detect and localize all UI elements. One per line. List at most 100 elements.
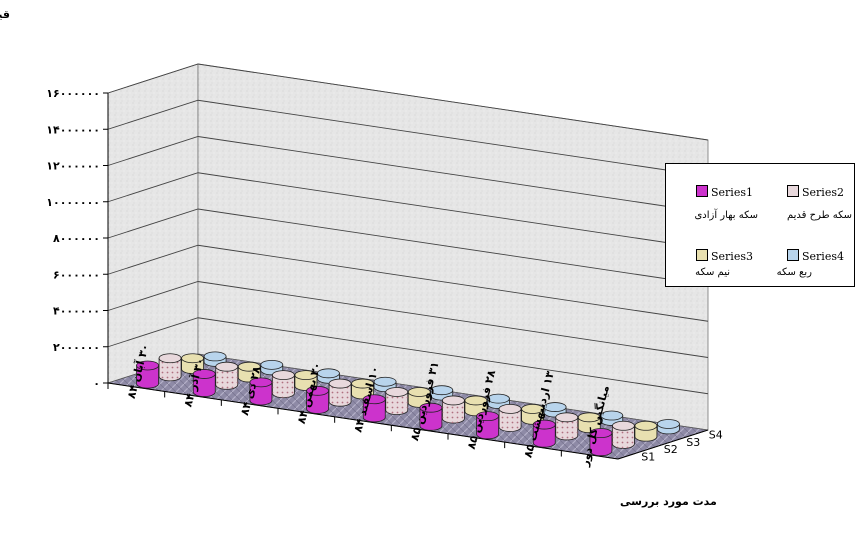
gridline xyxy=(107,136,709,213)
bar-top xyxy=(476,411,499,422)
y-tick-label: ۴۰۰۰۰۰۰ xyxy=(53,305,100,318)
bar-top xyxy=(192,369,216,379)
bar-top xyxy=(577,412,601,423)
bar-body xyxy=(589,432,613,457)
bar-top xyxy=(136,360,159,371)
bar-body xyxy=(192,373,216,397)
bar xyxy=(407,387,431,408)
bar-texture xyxy=(159,358,182,381)
bar xyxy=(464,395,488,417)
depth-tick-label: S4 xyxy=(709,429,723,442)
bar-top xyxy=(181,353,204,364)
bar-top xyxy=(532,419,556,430)
bar xyxy=(181,353,204,374)
legend-name-series1: Series1 xyxy=(711,186,753,199)
bar xyxy=(158,353,182,382)
gridline xyxy=(107,317,709,395)
bar-texture xyxy=(499,408,522,432)
gridline xyxy=(107,63,709,141)
y-axis-label: قیمت به ریال xyxy=(0,8,10,21)
bar xyxy=(419,402,443,431)
bar xyxy=(634,420,658,442)
bar-top xyxy=(634,420,658,431)
bar-top xyxy=(294,370,318,381)
bar xyxy=(657,419,680,435)
bar-body xyxy=(362,398,386,423)
bar xyxy=(532,419,556,448)
bar-top xyxy=(203,351,227,362)
bar-top xyxy=(317,368,340,379)
bar xyxy=(442,395,465,424)
legend-name-series2: Series2 xyxy=(802,186,844,199)
bar-top xyxy=(351,378,374,389)
bar xyxy=(385,387,409,415)
bar-texture xyxy=(612,425,635,449)
gridline xyxy=(107,172,709,250)
depth-tick-label: S1 xyxy=(641,450,655,463)
legend-label-series2: سکه طرح قدیم xyxy=(786,210,852,221)
depth-tick-label: S3 xyxy=(686,436,700,449)
bars xyxy=(136,351,680,457)
bar xyxy=(476,411,499,440)
bar xyxy=(215,361,239,390)
y-tick-label: ۶۰۰۰۰۰۰ xyxy=(53,268,100,281)
bar-top xyxy=(373,376,397,387)
bar xyxy=(272,370,295,399)
bar-top xyxy=(260,359,284,370)
legend-swatch-series3 xyxy=(696,249,708,261)
bar-top xyxy=(498,403,522,414)
bar-body xyxy=(136,365,159,389)
bar-top xyxy=(306,385,329,396)
bar-body xyxy=(306,390,329,414)
bar-body xyxy=(532,424,556,448)
bar-top xyxy=(158,353,182,364)
bar xyxy=(249,377,273,406)
bar-top xyxy=(419,402,443,413)
bar-body xyxy=(419,407,443,431)
legend-item-series4: Series4 xyxy=(787,249,844,263)
bar-top xyxy=(237,361,261,372)
depth-tick-labels: S1 S2 S3 S4 xyxy=(641,429,722,464)
bar-texture xyxy=(329,383,352,407)
bar-top xyxy=(385,387,409,397)
bar-top xyxy=(362,394,386,405)
legend-swatch-series4 xyxy=(787,249,799,261)
bar-top xyxy=(407,387,431,397)
legend-label-series4: ربع سکه xyxy=(776,267,812,278)
bar-top xyxy=(543,402,567,412)
bar-body xyxy=(249,381,273,406)
legend-item-series3: Series3 xyxy=(696,249,753,263)
depth-tick-label: S2 xyxy=(664,443,678,456)
bar xyxy=(589,428,613,457)
y-tick-label: ۱۲۰۰۰۰۰۰ xyxy=(46,160,100,173)
bar-texture xyxy=(442,400,465,424)
y-tick-label: ۲۰۰۰۰۰۰ xyxy=(53,341,100,354)
gridline xyxy=(107,208,709,286)
bar-texture xyxy=(215,366,238,390)
bar xyxy=(521,403,544,425)
bar xyxy=(192,369,216,397)
bar-top xyxy=(487,393,510,404)
bar xyxy=(306,385,329,414)
bar xyxy=(612,420,635,449)
x-axis-line xyxy=(107,382,619,460)
bar-top xyxy=(464,395,488,406)
bar-top xyxy=(600,410,624,421)
bar-top xyxy=(589,428,613,438)
bar-texture xyxy=(272,375,295,398)
gridline xyxy=(107,99,709,177)
bar-top xyxy=(215,361,239,372)
bar-top xyxy=(249,377,273,388)
bar xyxy=(498,403,522,432)
bar-top xyxy=(442,395,465,406)
bar-top xyxy=(657,419,680,429)
bar-top xyxy=(555,412,579,423)
bar xyxy=(362,394,386,423)
depth-axis-line xyxy=(617,429,709,460)
legend-name-series4: Series4 xyxy=(802,250,844,263)
y-tick-label: ۱۶۰۰۰۰۰۰ xyxy=(46,87,100,100)
bar-top xyxy=(272,370,295,381)
y-tick-label: ۱۴۰۰۰۰۰۰ xyxy=(46,123,100,136)
bar-texture xyxy=(385,392,408,415)
